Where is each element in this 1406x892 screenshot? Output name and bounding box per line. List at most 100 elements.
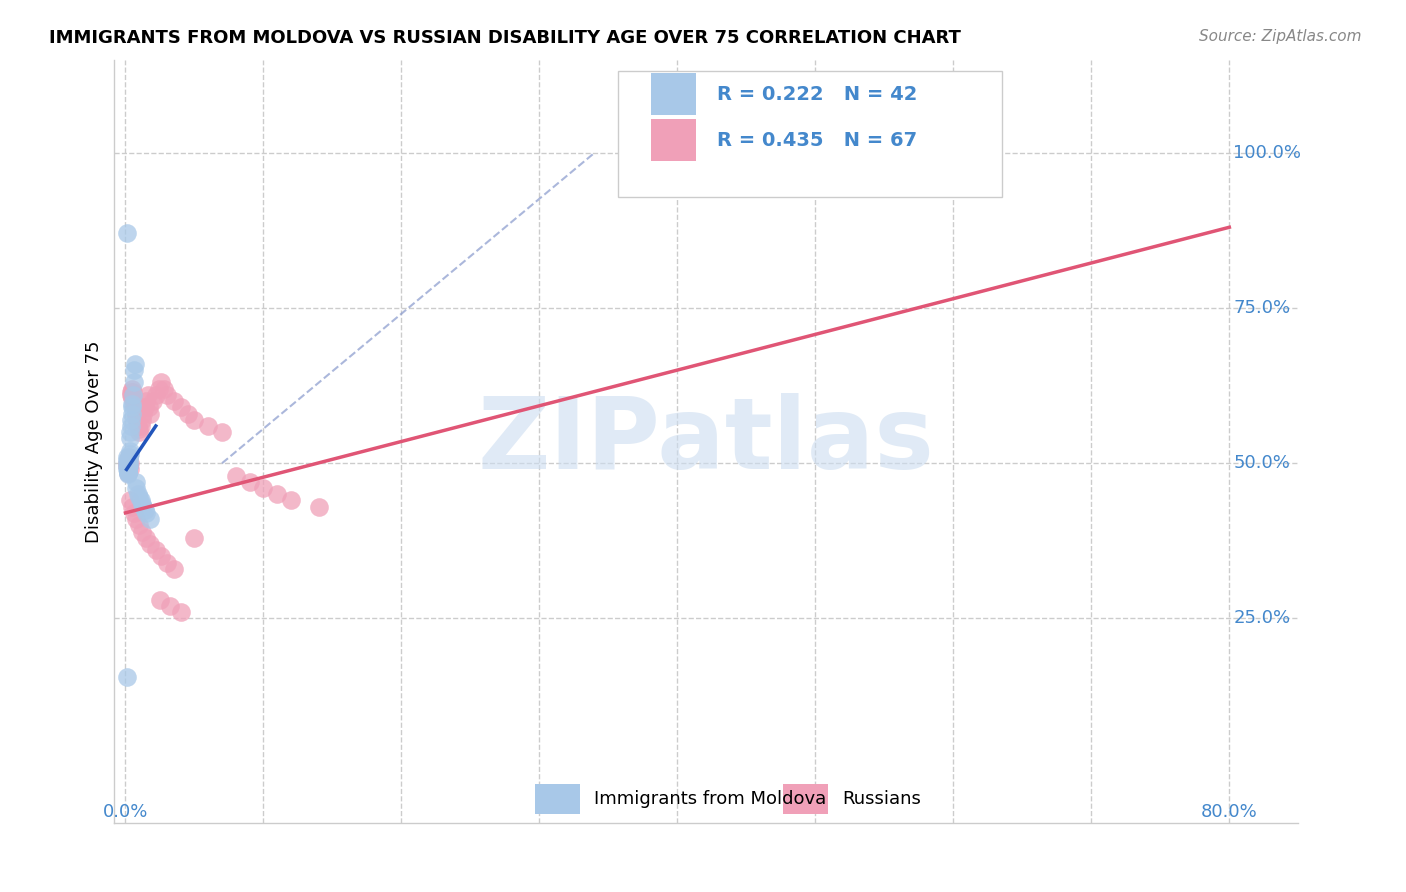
Point	[118, 456, 141, 470]
Point	[129, 493, 152, 508]
Point	[135, 394, 157, 409]
Point	[117, 466, 139, 480]
Point	[115, 453, 138, 467]
Point	[118, 493, 141, 508]
Point	[139, 512, 162, 526]
Point	[117, 461, 139, 475]
Point	[118, 459, 141, 474]
Point	[125, 409, 148, 424]
Point	[169, 401, 191, 415]
Point	[197, 419, 219, 434]
Point	[124, 363, 146, 377]
Point	[131, 413, 153, 427]
Text: R = 0.222   N = 42: R = 0.222 N = 42	[717, 85, 917, 103]
Text: 80.0%: 80.0%	[1201, 804, 1258, 822]
Point	[942, 145, 965, 160]
Point	[128, 422, 150, 436]
Point	[149, 592, 172, 607]
Text: 50.0%: 50.0%	[1233, 454, 1291, 472]
Point	[128, 491, 150, 505]
Point	[139, 537, 162, 551]
Point	[121, 382, 143, 396]
Point	[183, 413, 205, 427]
Text: ZIPatlas: ZIPatlas	[478, 393, 935, 490]
Point	[122, 388, 145, 402]
Point	[135, 506, 157, 520]
Point	[117, 464, 139, 478]
Point	[118, 453, 141, 467]
Point	[120, 413, 142, 427]
Point	[239, 475, 262, 489]
Point	[153, 382, 176, 396]
Point	[139, 407, 162, 421]
Point	[120, 388, 142, 402]
Point	[127, 419, 149, 434]
Text: 0.0%: 0.0%	[103, 804, 148, 822]
Point	[122, 506, 145, 520]
Point	[124, 401, 146, 415]
Point	[252, 481, 274, 495]
Point	[134, 401, 156, 415]
Point	[308, 500, 330, 514]
Text: Source: ZipAtlas.com: Source: ZipAtlas.com	[1198, 29, 1361, 44]
Point	[118, 450, 141, 464]
Point	[118, 456, 141, 470]
Point	[125, 512, 148, 526]
Point	[125, 475, 148, 489]
Point	[117, 456, 139, 470]
Point	[156, 388, 179, 402]
Point	[115, 456, 138, 470]
Point	[127, 416, 149, 430]
Text: Russians: Russians	[842, 790, 921, 808]
FancyBboxPatch shape	[651, 73, 696, 115]
Point	[150, 549, 173, 564]
Point	[124, 357, 146, 371]
FancyBboxPatch shape	[651, 120, 696, 161]
Text: 100.0%: 100.0%	[1233, 144, 1302, 161]
Point	[121, 397, 143, 411]
Point	[145, 388, 167, 402]
Point	[266, 487, 288, 501]
Point	[129, 419, 152, 434]
Point	[121, 407, 143, 421]
Point	[117, 467, 139, 482]
Point	[125, 481, 148, 495]
Point	[169, 605, 191, 619]
Point	[120, 462, 142, 476]
Point	[117, 453, 139, 467]
Point	[122, 376, 145, 390]
Point	[225, 468, 247, 483]
Point	[125, 407, 148, 421]
Text: 75.0%: 75.0%	[1233, 299, 1291, 317]
Point	[150, 376, 173, 390]
Point	[121, 500, 143, 514]
Point	[117, 462, 139, 476]
Point	[138, 401, 160, 415]
Y-axis label: Disability Age Over 75: Disability Age Over 75	[86, 340, 103, 542]
Text: IMMIGRANTS FROM MOLDOVA VS RUSSIAN DISABILITY AGE OVER 75 CORRELATION CHART: IMMIGRANTS FROM MOLDOVA VS RUSSIAN DISAB…	[49, 29, 962, 46]
Point	[117, 466, 139, 480]
Point	[145, 543, 167, 558]
Point	[131, 497, 153, 511]
Point	[132, 407, 155, 421]
Point	[136, 388, 159, 402]
Point	[115, 459, 138, 474]
Point	[120, 384, 142, 399]
Point	[115, 462, 138, 476]
Point	[183, 531, 205, 545]
Point	[132, 500, 155, 514]
Point	[118, 450, 141, 464]
Point	[135, 531, 157, 545]
Point	[121, 391, 143, 405]
Point	[122, 384, 145, 399]
Point	[142, 394, 165, 409]
Point	[134, 502, 156, 516]
Point	[120, 425, 142, 439]
Point	[118, 459, 141, 474]
FancyBboxPatch shape	[617, 71, 1002, 197]
Point	[176, 407, 198, 421]
FancyBboxPatch shape	[783, 784, 828, 814]
Point	[118, 447, 141, 461]
Point	[280, 493, 302, 508]
Point	[156, 556, 179, 570]
